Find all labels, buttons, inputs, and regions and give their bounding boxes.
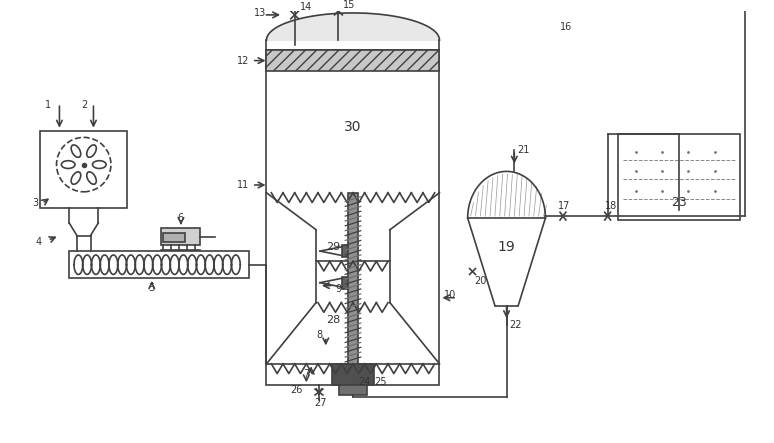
Text: 15: 15 <box>343 0 355 10</box>
Text: 19: 19 <box>498 240 515 254</box>
Text: 24: 24 <box>358 377 370 387</box>
Bar <box>69 251 249 278</box>
Text: 16: 16 <box>560 22 572 31</box>
Text: 4: 4 <box>35 237 41 247</box>
Bar <box>339 385 367 395</box>
Polygon shape <box>266 13 440 40</box>
Text: 28: 28 <box>326 315 340 325</box>
Text: 12: 12 <box>238 55 250 66</box>
Text: 14: 14 <box>300 2 312 12</box>
Bar <box>342 245 356 257</box>
Bar <box>266 50 440 385</box>
Text: 23: 23 <box>671 196 687 209</box>
Text: 21: 21 <box>517 145 529 155</box>
Text: 22: 22 <box>509 320 522 330</box>
Text: 10: 10 <box>444 290 457 300</box>
Text: 7: 7 <box>303 369 310 379</box>
Text: 30: 30 <box>344 120 361 134</box>
Text: 17: 17 <box>558 202 570 211</box>
Text: 3: 3 <box>33 198 39 209</box>
Text: 29: 29 <box>326 242 340 252</box>
Text: 13: 13 <box>254 8 266 18</box>
Text: 8: 8 <box>316 330 322 340</box>
Bar <box>266 50 440 71</box>
Text: 11: 11 <box>238 180 249 190</box>
Bar <box>162 228 200 245</box>
Text: 9: 9 <box>335 284 341 294</box>
Text: 25: 25 <box>375 377 387 387</box>
Bar <box>348 193 358 366</box>
Text: 20: 20 <box>474 276 487 286</box>
Bar <box>40 131 128 208</box>
Bar <box>342 277 356 288</box>
Text: 5: 5 <box>149 283 155 293</box>
Bar <box>547 0 584 1</box>
Text: 1: 1 <box>45 100 51 110</box>
Text: 26: 26 <box>290 385 303 395</box>
Text: 6: 6 <box>178 213 184 223</box>
Bar <box>618 135 740 220</box>
Text: 2: 2 <box>80 100 87 110</box>
Text: 18: 18 <box>604 202 617 211</box>
Bar <box>331 364 375 385</box>
Text: 27: 27 <box>314 398 327 408</box>
Bar <box>163 233 185 242</box>
